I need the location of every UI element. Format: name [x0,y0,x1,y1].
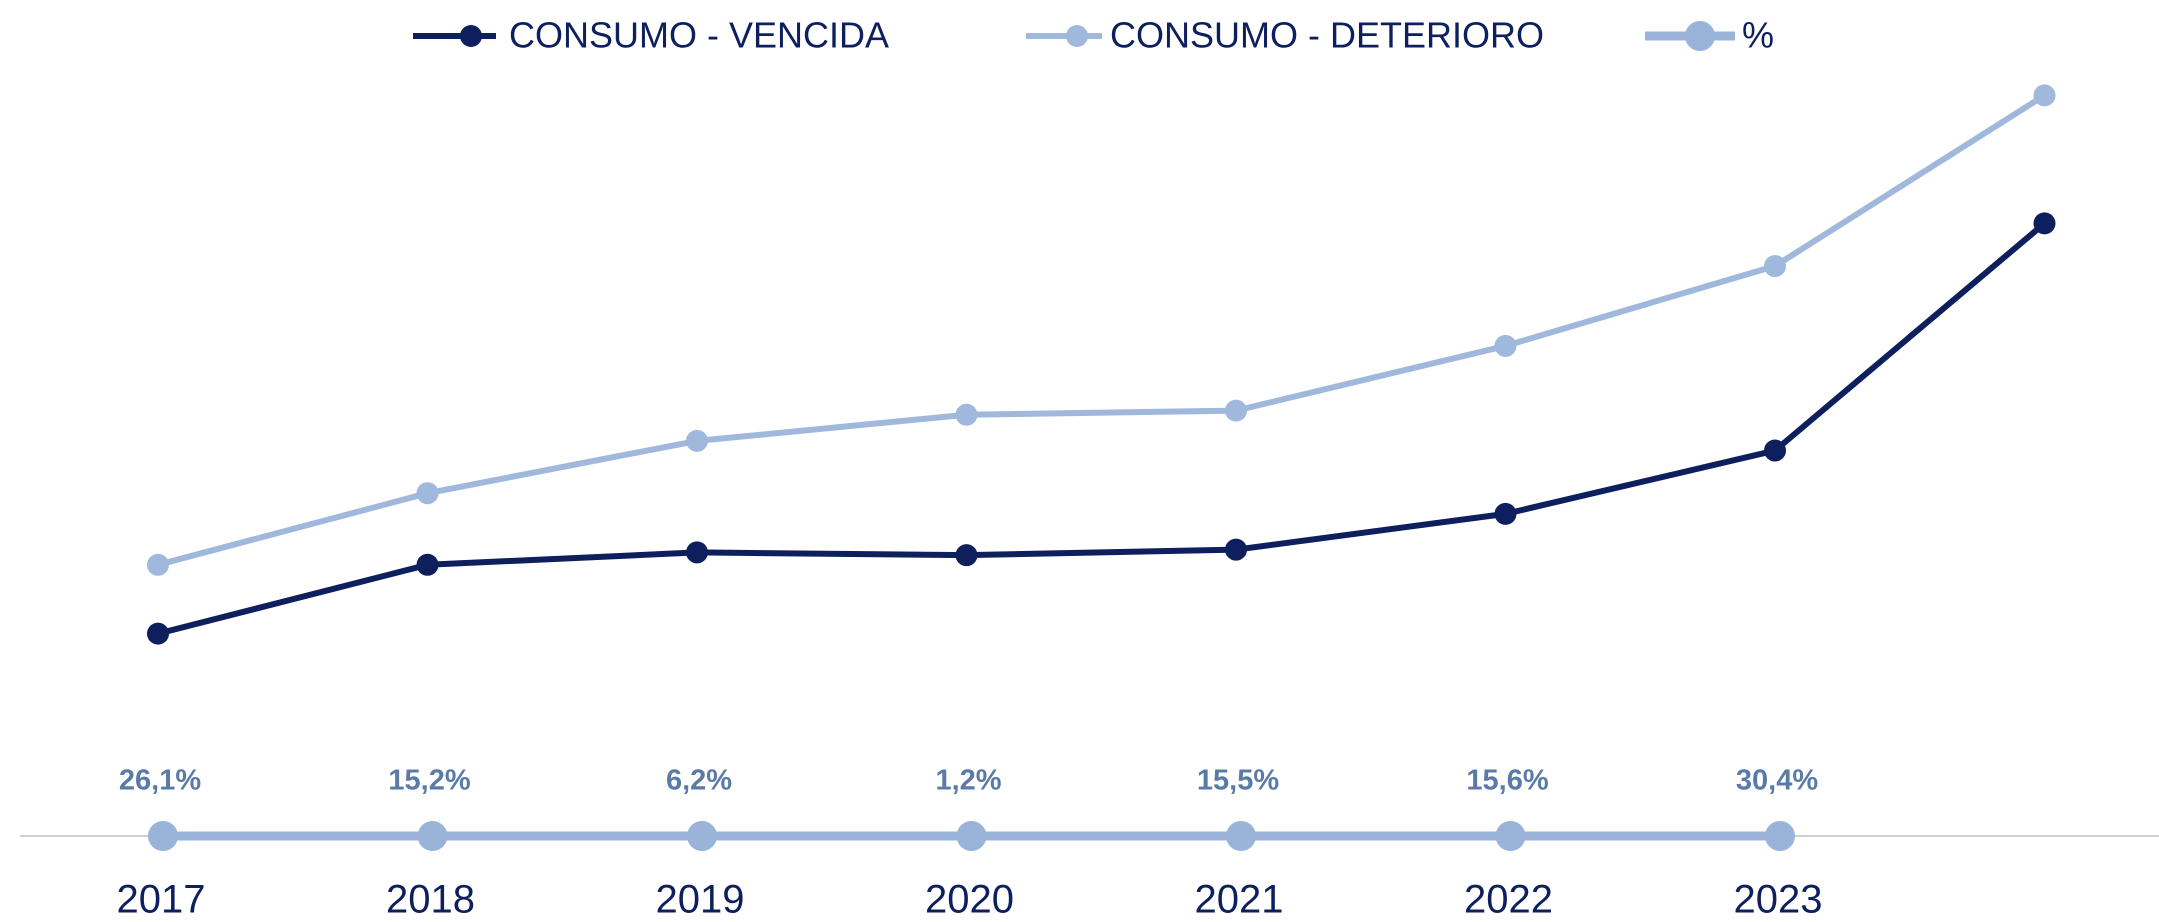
series-marker [416,553,439,576]
series-marker [1225,538,1247,561]
legend-marker [1066,25,1088,47]
x-tick-label: 2022 [1464,878,1553,922]
percent-marker [148,821,178,851]
x-tick-label: 2018 [386,878,475,922]
percent-marker [417,821,448,851]
data-label: 15,6% [1466,765,1548,797]
percent-marker [1495,821,1526,851]
x-tick-label: 2023 [1734,878,1823,922]
series-marker [1225,399,1247,422]
legend-marker [460,25,482,47]
series-marker [686,541,708,564]
percent-marker [1765,821,1795,851]
data-label: 15,5% [1197,765,1279,797]
data-label: 15,2% [388,765,470,797]
legend-label: CONSUMO - VENCIDA [509,15,889,56]
legend-label: % [1742,15,1774,56]
series-line [157,92,2047,568]
data-label: 30,4% [1736,765,1818,797]
series-line [157,221,2047,637]
legend-label: CONSUMO - DETERIORO [1110,15,1544,56]
series-marker [1494,334,1517,357]
series-marker [1764,439,1786,462]
x-tick-label: 2019 [656,878,745,922]
series-marker [1494,502,1517,525]
series-marker [147,622,169,645]
series-marker [147,553,169,576]
x-tick-label: 2021 [1195,878,1284,922]
data-label: 1,2% [935,765,1001,797]
legend-marker [1685,21,1715,51]
data-label: 26,1% [119,765,201,797]
series-marker [955,403,978,426]
series-marker [955,544,978,567]
data-label: 6,2% [666,765,732,797]
percent-marker [1226,821,1256,851]
percent-marker [956,821,987,851]
series-marker [416,482,439,505]
series-marker [2033,212,2056,235]
series-marker [2033,84,2056,107]
x-tick-label: 2020 [925,878,1014,922]
percent-marker [687,821,717,851]
series-marker [1764,255,1786,278]
series-marker [686,429,708,452]
x-tick-label: 2017 [117,878,206,922]
